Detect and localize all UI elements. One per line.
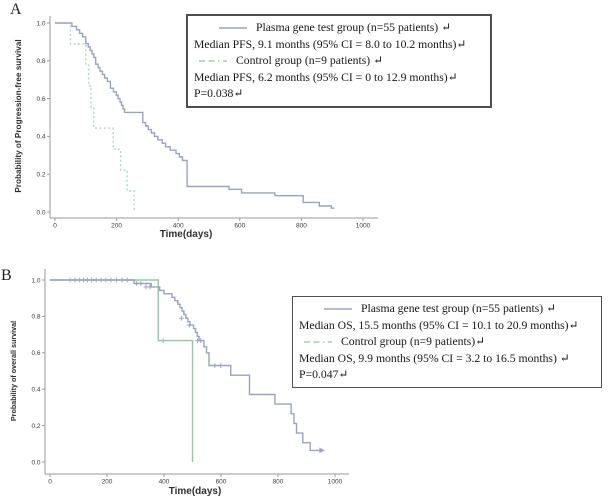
legend-plasma-label: Plasma gene test group (n=55 patients) ↵ — [361, 302, 556, 315]
panel-a-legend: Plasma gene test group (n=55 patients) ↵… — [186, 14, 492, 108]
km-curve-control — [50, 279, 194, 462]
y-tick-label: 0.4 — [31, 387, 40, 394]
pfs-km-chart: 0 200 400 600 800 1000 0.0 0.2 0.4 0.6 0.8 1.0 — [36, 16, 378, 230]
km-curve-plasma — [55, 22, 335, 209]
y-tick-label: 0.0 — [36, 209, 45, 216]
dashed-line-swatch-icon — [303, 338, 333, 346]
panel-b-label: B — [1, 267, 12, 284]
legend-row-plasma: Plasma gene test group (n=55 patients) ↵ — [299, 301, 595, 318]
y-tick-label: 0.0 — [31, 459, 40, 466]
y-tick-label: 0.8 — [31, 314, 40, 321]
y-tick-label: 0.6 — [36, 96, 45, 103]
km-curve-plasma — [50, 279, 322, 452]
solid-line-swatch-icon — [323, 305, 353, 313]
solid-line-swatch-icon — [218, 24, 248, 32]
x-tick-label: 0 — [53, 223, 57, 230]
legend-row-control: Control group (n=9 patients)↵ — [299, 334, 595, 351]
panel-a-x-axis-title: Time(days) — [159, 229, 213, 240]
legend-control-median: Median PFS, 6.2 months (95% CI = 0 to 12… — [194, 70, 458, 84]
legend-row-plasma: Plasma gene test group (n=55 patients) ↵ — [194, 20, 484, 37]
x-tick-label: 0 — [48, 479, 52, 486]
legend-p-value: P=0.047↵ — [299, 368, 349, 382]
legend-row-control: Control group (n=9 patients) ↵ — [194, 53, 484, 70]
panel-b-legend: Plasma gene test group (n=55 patients) ↵… — [292, 296, 602, 388]
x-tick-label: 200 — [102, 479, 113, 486]
y-tick-label: 0.2 — [31, 423, 40, 430]
legend-control-label: Control group (n=9 patients)↵ — [341, 335, 485, 349]
x-tick-label: 400 — [159, 479, 170, 486]
legend-control-label: Control group (n=9 patients) ↵ — [236, 54, 383, 68]
y-tick-label: 1.0 — [36, 20, 45, 27]
legend-p-value: P=0.038↵ — [194, 87, 244, 101]
os-km-chart: 0 200 400 600 800 1000 0.0 0.2 0.4 0.6 0.8 1.0 — [31, 269, 349, 486]
legend-control-median: Median OS, 9.9 months (95% CI = 3.2 to 1… — [299, 351, 570, 365]
legend-plasma-median: Median PFS, 9.1 months (95% CI = 8.0 to … — [194, 37, 467, 51]
x-tick-label: 800 — [273, 479, 284, 486]
x-tick-label: 600 — [216, 479, 227, 486]
x-tick-label: 600 — [234, 223, 245, 230]
panel-b-x-axis-title: Time(days) — [168, 486, 222, 497]
legend-plasma-label: Plasma gene test group (n=55 patients) ↵ — [256, 21, 451, 34]
y-tick-label: 1.0 — [31, 277, 40, 284]
dashed-line-swatch-icon — [198, 57, 228, 65]
curve-end-arrow-icon — [319, 447, 325, 454]
y-tick-label: 0.4 — [36, 134, 45, 141]
y-tick-label: 0.6 — [31, 350, 40, 357]
x-tick-label: 1000 — [356, 223, 371, 230]
panel-a-label: A — [10, 1, 22, 18]
y-tick-label: 0.2 — [36, 172, 45, 179]
legend-plasma-median: Median OS, 15.5 months (95% CI = 10.1 to… — [299, 318, 579, 332]
km-curve-control — [55, 22, 135, 213]
x-tick-label: 200 — [111, 223, 122, 230]
x-tick-label: 400 — [173, 223, 184, 230]
y-tick-label: 0.8 — [36, 58, 45, 65]
x-tick-label: 800 — [296, 223, 307, 230]
x-tick-label: 1000 — [328, 479, 343, 486]
